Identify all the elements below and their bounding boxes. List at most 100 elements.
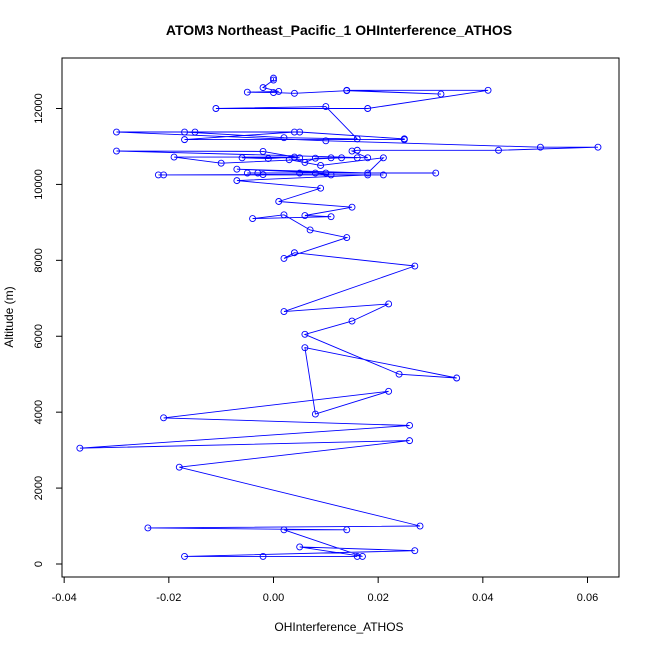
data-point [364,154,372,162]
data-point [270,76,277,84]
data-point [379,171,387,179]
x-axis-label: OHInterference_ATHOS [274,620,403,634]
data-point [233,165,241,173]
data-point [359,552,366,560]
data-point [270,74,277,82]
data-point [406,437,414,445]
data-point [175,463,183,471]
data-point [343,86,351,94]
data-point [290,128,298,136]
data-point [181,136,188,144]
y-tick-label: 10000 [33,169,45,200]
data-point [385,300,393,308]
data-point [311,154,319,162]
data-point [301,330,309,338]
data-point [290,153,298,161]
data-point [364,171,372,179]
series-layer [76,74,602,560]
data-point [311,169,319,177]
data-point [243,169,251,177]
data-point [411,262,419,270]
x-tick-label: 0.04 [472,592,493,604]
data-point [113,147,120,155]
data-point [338,154,345,162]
data-point [160,171,168,179]
data-point [411,547,419,555]
data-point [191,128,199,136]
data-point [406,422,414,429]
data-point [416,522,424,530]
data-point [348,317,356,325]
data-point [243,88,251,96]
data-point [170,153,178,161]
x-tick-label: 0.02 [367,592,388,604]
x-tick-label: -0.04 [52,592,77,604]
data-point [280,526,288,534]
data-point [311,410,319,418]
data-point [144,524,152,532]
data-point [395,370,403,378]
data-point [301,344,309,352]
data-point [275,198,283,205]
data-point [259,171,267,178]
data-point [154,171,162,179]
data-point [296,543,304,551]
y-axis-label: Altitude (m) [2,286,16,347]
plot-frame [61,57,620,578]
data-point [113,128,120,136]
data-point [364,169,372,177]
y-tick-label: 4000 [33,400,45,424]
data-point [259,84,267,92]
data-point [217,159,225,167]
data-point [280,308,288,316]
data-point [437,90,445,98]
data-point [290,89,298,97]
x-tick-label: 0.06 [577,592,598,604]
data-point [249,215,257,223]
data-point [322,103,330,111]
data-point [296,169,304,177]
y-axis: 0 2000 4000 6000 8000 10000 12000 [33,93,63,567]
data-point [280,211,288,219]
data-point [306,226,314,234]
x-tick-label: 0.00 [263,592,284,604]
data-point [238,154,246,162]
data-point [353,552,361,560]
data-point [343,526,351,534]
data-point [348,203,356,211]
data-point [364,105,372,112]
data-point [301,158,309,166]
data-point [259,552,267,560]
data-point [594,143,602,151]
data-point [264,155,272,163]
data-point [343,234,351,242]
data-point [181,552,188,560]
chart-title: ATOM3 Northeast_Pacific_1 OHInterference… [166,22,512,38]
y-tick-label: 2000 [33,476,45,500]
data-point [275,87,283,95]
data-point [484,86,492,94]
data-point [327,154,335,162]
data-point [296,128,304,136]
y-tick-label: 12000 [33,93,45,124]
data-point [322,137,330,145]
data-point [317,184,325,192]
data-point [270,89,277,97]
y-tick-label: 6000 [33,324,45,348]
data-point [296,154,304,162]
data-point [301,212,309,219]
data-point [290,249,298,257]
data-point [233,177,241,185]
data-point [353,135,361,143]
data-point [259,147,267,155]
data-point [453,374,461,382]
data-point [536,143,544,151]
data-point [280,254,288,262]
data-point [327,171,335,179]
data-point [495,146,502,154]
x-tick-label: -0.02 [156,592,181,604]
data-point [353,146,361,154]
x-axis: -0.04 -0.02 0.00 0.02 0.04 0.06 [52,576,598,604]
